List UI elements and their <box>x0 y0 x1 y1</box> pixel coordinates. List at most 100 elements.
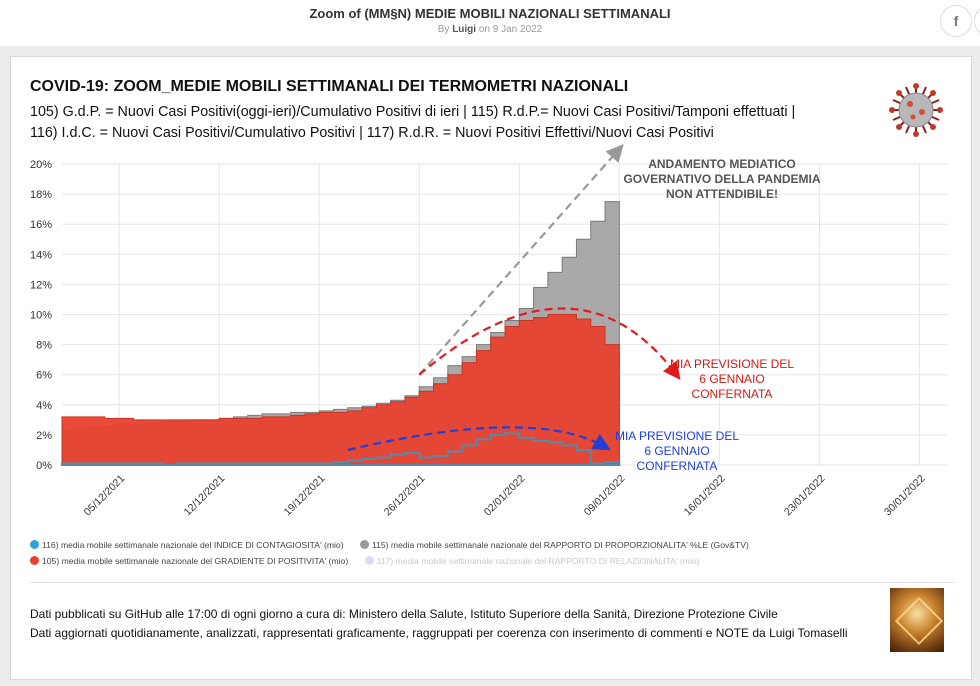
data-point-red <box>305 413 319 414</box>
data-point-blue <box>462 445 476 446</box>
annotation-gray-line-1: GOVERNATIVO DELLA PANDEMIA <box>623 172 820 186</box>
data-point-red <box>162 419 176 420</box>
y-tick-label: 18% <box>30 189 52 201</box>
data-point-gray <box>405 395 419 396</box>
data-point-gray <box>76 428 90 429</box>
data-point-gray <box>605 201 619 202</box>
data-point-gray <box>434 377 448 378</box>
author-logo <box>890 588 944 652</box>
data-point-blue <box>348 460 362 461</box>
data-point-blue <box>148 463 162 464</box>
data-point-blue <box>334 461 348 462</box>
data-point-red <box>476 350 490 351</box>
data-point-red <box>262 416 276 417</box>
x-tick-label: 30/01/2022 <box>882 473 928 519</box>
legend-item-115[interactable]: 115) media mobile settimanale nazionale … <box>359 540 749 550</box>
annotation-red-line-0: MIA PREVISIONE DEL <box>670 357 794 371</box>
data-point-red <box>548 314 562 315</box>
data-point-gray <box>448 365 462 366</box>
data-point-gray <box>491 332 505 333</box>
data-point-gray <box>148 422 162 423</box>
legend-row-1: 116) media mobile settimanale nazionale … <box>30 540 749 550</box>
data-point-red <box>576 319 590 320</box>
y-tick-label: 6% <box>36 370 52 382</box>
data-point-gray <box>376 403 390 404</box>
annotation-blue-line-1: 6 GENNAIO <box>644 444 709 458</box>
legend-item-117[interactable]: 117) media mobile settimanale nazionale … <box>364 556 700 566</box>
author-link[interactable]: Luigi <box>452 24 477 35</box>
facebook-share-icon[interactable]: f <box>940 5 972 37</box>
trend-arrow-1 <box>418 307 681 380</box>
footer-line-2: Dati aggiornati quotidianamente, analizz… <box>30 626 848 640</box>
data-point-red <box>591 326 605 327</box>
data-point-red <box>133 419 147 420</box>
data-point-blue <box>362 458 376 459</box>
data-point-red <box>462 362 476 363</box>
data-point-red <box>205 419 219 420</box>
data-point-red <box>76 416 90 417</box>
data-point-gray <box>519 308 533 309</box>
y-tick-label: 12% <box>30 279 52 291</box>
data-point-gray <box>62 430 76 431</box>
x-tick-label: 09/01/2022 <box>582 473 628 519</box>
data-point-blue <box>591 463 605 464</box>
data-point-gray <box>133 424 147 425</box>
data-point-gray <box>391 400 405 401</box>
data-point-blue <box>248 463 262 464</box>
data-point-gray <box>248 415 262 416</box>
data-point-red <box>362 407 376 408</box>
data-point-red <box>291 415 305 416</box>
data-point-gray <box>462 356 476 357</box>
legend-item-116[interactable]: 116) media mobile settimanale nazionale … <box>30 540 344 550</box>
y-tick-label: 20% <box>30 159 52 171</box>
legend-swatch-116 <box>30 540 39 549</box>
data-point-red <box>376 404 390 405</box>
chart-subtitle: 105) G.d.P. = Nuovi Casi Positivi(oggi-i… <box>30 102 890 144</box>
post-title: Zoom of (MM§N) MEDIE MOBILI NAZIONALI SE… <box>309 6 671 21</box>
data-point-blue <box>548 442 562 443</box>
annotation-red-line-2: CONFERNATA <box>692 387 773 401</box>
data-point-blue <box>434 455 448 456</box>
data-point-red <box>334 412 348 413</box>
data-point-blue <box>376 457 390 458</box>
legend-swatch-105 <box>30 556 39 565</box>
annotation-gray-line-0: ANDAMENTO MEDIATICO <box>648 157 796 171</box>
y-tick-label: 0% <box>36 460 52 472</box>
data-point-gray <box>419 386 433 387</box>
data-point-red <box>491 337 505 338</box>
data-point-gray <box>119 424 133 425</box>
data-point-red <box>119 418 133 419</box>
data-point-gray <box>362 406 376 407</box>
data-point-blue <box>219 463 233 464</box>
legend-item-105[interactable]: 105) media mobile settimanale nazionale … <box>30 556 348 566</box>
data-point-blue <box>391 454 405 455</box>
legend-row-2: 105) media mobile settimanale nazionale … <box>30 556 700 566</box>
data-point-red <box>233 418 247 419</box>
data-point-red <box>519 320 533 321</box>
data-point-red <box>276 416 290 417</box>
data-point-blue <box>519 437 533 438</box>
data-point-red <box>248 418 262 419</box>
data-point-red <box>319 412 333 413</box>
data-point-gray <box>233 416 247 417</box>
data-point-red <box>62 416 76 417</box>
x-tick-label: 12/12/2021 <box>182 473 228 519</box>
data-point-gray <box>562 257 576 258</box>
data-point-blue <box>576 449 590 450</box>
subtitle-line-1: 105) G.d.P. = Nuovi Casi Positivi(oggi-i… <box>30 104 796 120</box>
data-point-blue <box>305 463 319 464</box>
y-tick-label: 16% <box>30 219 52 231</box>
data-point-blue <box>534 440 548 441</box>
data-point-blue <box>262 463 276 464</box>
annotation-blue-line-0: MIA PREVISIONE DEL <box>615 429 739 443</box>
data-point-gray <box>305 412 319 413</box>
y-tick-label: 2% <box>36 430 52 442</box>
x-tick-label: 16/01/2022 <box>682 473 728 519</box>
data-point-blue <box>291 463 305 464</box>
data-point-blue <box>491 434 505 435</box>
data-point-blue <box>276 463 290 464</box>
data-point-gray <box>176 421 190 422</box>
data-point-blue <box>405 452 419 453</box>
data-point-red <box>91 416 105 417</box>
